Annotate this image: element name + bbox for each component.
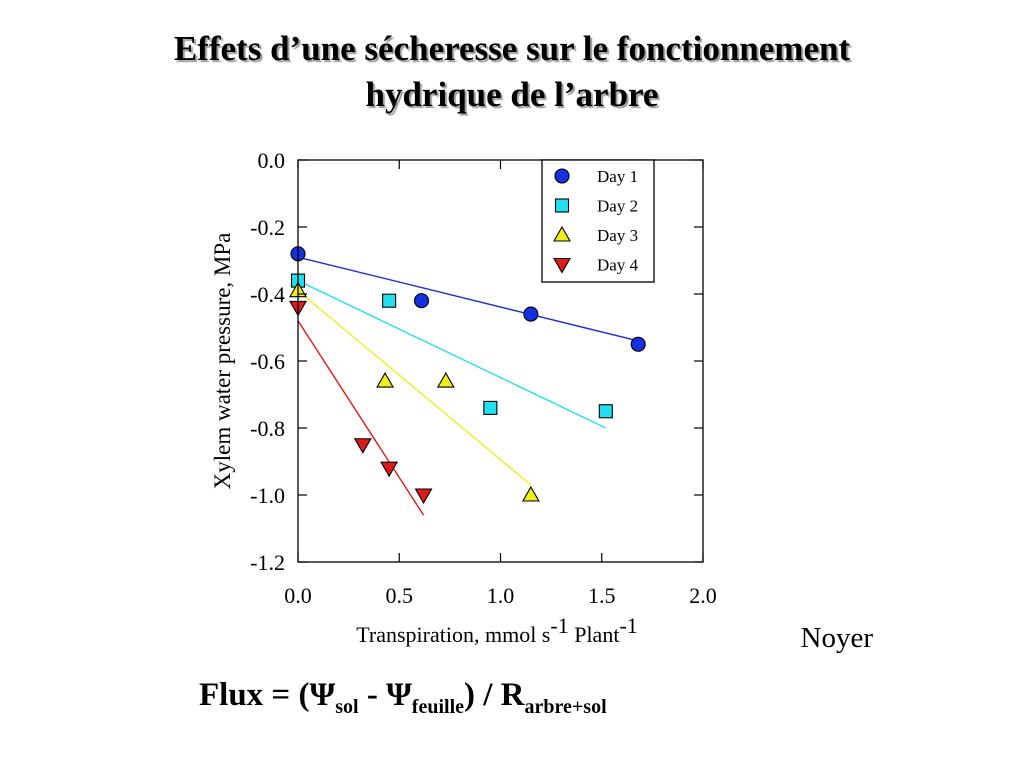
fit-line-day-3 — [297, 290, 532, 486]
psi-symbol-sol: Ψ — [309, 677, 336, 713]
data-point-day-3 — [521, 485, 540, 502]
formula-minus: - — [358, 677, 387, 713]
data-point-day-3 — [436, 371, 455, 388]
fit-line-day-4 — [297, 320, 425, 516]
flux-formula: Flux = (Ψsol - Ψfeuille) / Rarbre+sol — [199, 677, 607, 719]
y-tick-label: 0.0 — [258, 148, 286, 173]
x-axis-label-text: Transpiration, mmol s — [356, 622, 550, 647]
tick-labels: 0.0 0.5 1.0 1.5 2.0 0.0 -0.2 -0.4 -0.6 -0.8 -1.0 -1… — [250, 148, 717, 608]
data-point-day-3 — [376, 371, 395, 388]
x-axis-label: Transpiration, mmol s-1 Plant-1 — [356, 613, 638, 647]
x-tick-label: 0.0 — [284, 583, 312, 608]
slide-title: Effets d’une sécheresse sur le fonctionn… — [40, 26, 984, 118]
y-tick-label: -1.2 — [250, 550, 285, 575]
psi-symbol-feuille: Ψ — [386, 677, 412, 713]
x-tick-label: 1.5 — [588, 583, 616, 608]
legend-label-day-4: Day 4 — [597, 256, 639, 275]
y-tick-label: -0.6 — [250, 349, 285, 374]
legend-marker-day-3 — [553, 225, 571, 242]
subscript-sol: sol — [335, 696, 359, 718]
fit-lines — [297, 256, 639, 516]
fit-line-day-1 — [297, 256, 639, 342]
subscript-arbre-sol: arbre+sol — [524, 696, 607, 718]
data-markers — [289, 246, 646, 505]
slide-title-line-1: Effets d’une sécheresse sur le fonctionn… — [173, 29, 851, 68]
credit-label: Noyer — [800, 622, 873, 654]
legend-label-day-1: Day 1 — [597, 167, 638, 186]
slide-title-line-2: hydrique de l’arbre — [365, 75, 659, 114]
subscript-feuille: feuille — [411, 696, 465, 718]
legend-label-day-3: Day 3 — [597, 226, 638, 245]
x-tick-label: 2.0 — [689, 583, 717, 608]
y-tick-label: -0.2 — [250, 215, 285, 240]
x-tick-label: 0.5 — [386, 583, 414, 608]
y-tick-label: -0.8 — [250, 416, 285, 441]
legend-marker-day-4 — [553, 257, 571, 274]
legend-marker-day-1 — [554, 168, 570, 184]
formula-lead: Flux = ( — [199, 677, 310, 713]
data-point-day-2 — [382, 293, 397, 308]
data-point-day-2 — [483, 400, 498, 415]
data-point-day-4 — [414, 488, 433, 505]
x-axis-label-sup-1: -1 — [550, 613, 568, 638]
x-tick-label: 1.0 — [487, 583, 515, 608]
x-axis-label-sup-2: -1 — [619, 613, 637, 638]
data-point-day-4 — [380, 461, 399, 478]
formula-mid: ) / R — [464, 677, 525, 713]
fit-line-day-2 — [297, 279, 607, 429]
data-point-day-2 — [598, 404, 613, 419]
legend: Day 1 Day 2 Day 3 Day 4 — [541, 159, 655, 283]
data-point-day-4 — [353, 438, 372, 454]
data-point-day-1 — [523, 306, 539, 322]
x-axis-label-mid: Plant — [569, 622, 620, 647]
legend-marker-day-2 — [554, 198, 570, 213]
legend-label-day-2: Day 2 — [597, 197, 638, 216]
y-tick-label: -1.0 — [250, 483, 285, 508]
y-axis-label: Xylem water pressure, MPa — [210, 233, 235, 490]
axis-ticks — [297, 159, 704, 563]
y-tick-label: -0.4 — [250, 282, 285, 307]
data-point-day-1 — [630, 336, 646, 352]
data-point-day-1 — [413, 293, 430, 309]
